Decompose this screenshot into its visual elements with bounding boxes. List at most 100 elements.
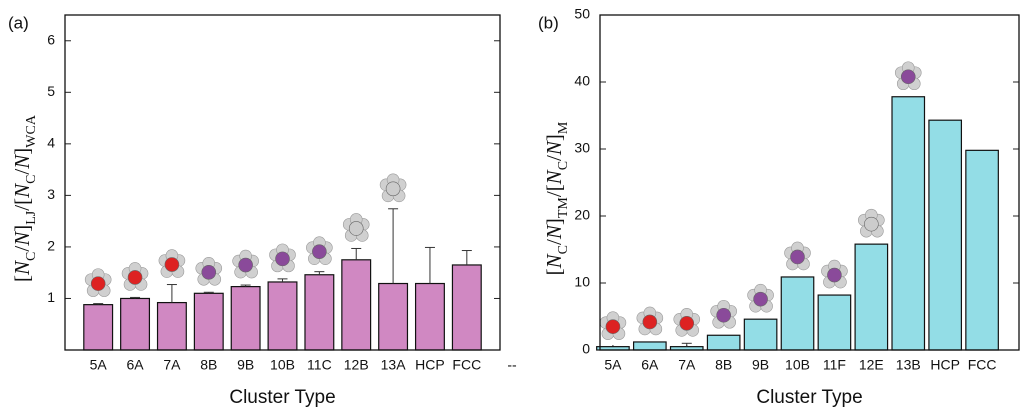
y-axis-label-part: WCA [24,114,39,148]
plot-frame [64,14,501,351]
x-tick-label: 12E [859,357,884,373]
y-tick-label: 20 [574,207,590,223]
y-axis-label-part: / [542,239,566,245]
y-axis-label-part: M [556,121,571,134]
y-axis-label-part: N [542,140,566,156]
x-tick-label: 6A [641,357,659,373]
bar [817,294,852,351]
x-tick-label: 5A [90,357,108,373]
y-tick-label: 1 [47,289,55,305]
x-tick-label: -- [507,357,517,373]
cluster-icon [90,276,106,291]
y-axis-label-part: N [542,224,566,240]
x-tick-label: 5A [604,357,622,373]
x-tick-label: 7A [678,357,696,373]
bar [780,276,815,351]
x-tick-label: 13A [381,357,407,373]
x-tick-label: 9B [752,357,769,373]
y-axis-label-part: C [24,252,39,261]
y-tick-label: 2 [47,238,55,254]
bar [230,286,261,351]
bar [156,301,187,351]
cluster-icon [864,216,879,232]
bar [928,119,963,351]
x-tick-label: HCP [930,357,960,373]
cluster-icon [642,314,658,330]
cluster-icon [312,244,327,259]
bar [891,96,926,351]
cluster-icon [716,307,731,323]
y-axis-label-part: N [10,183,34,199]
cluster-icon [164,257,180,272]
y-axis-label-part: / [10,246,34,252]
cluster-icon [679,315,695,331]
y-axis-label-part: ] [10,225,34,232]
y-axis-label-part: ] [542,134,566,141]
x-tick-label: 12B [344,357,369,373]
x-tick-label: FCC [452,357,481,373]
cluster-icon [790,249,805,265]
y-axis-label-part: [ [10,275,34,282]
bar [965,149,999,351]
y-tick-label: 40 [574,73,590,89]
y-axis-label-part: C [24,175,39,184]
x-tick-label: 7A [163,357,181,373]
cluster-icon [385,181,401,197]
cluster-icon [275,251,290,267]
y-tick-label: 10 [574,274,590,290]
y-axis-label-part: N [10,231,34,247]
bar [193,292,224,351]
x-tick-label: 10B [785,357,810,373]
y-axis-label-part: N [542,169,566,185]
y-axis-label-part: ] [542,218,566,225]
y-tick-label: 5 [47,83,55,99]
x-tick-label: 10B [270,357,295,373]
x-tick-label: FCC [968,357,997,373]
plot-frame [599,14,1020,351]
cluster-icon [827,267,842,283]
y-axis-label-part: TM [556,197,571,219]
x-tick-label: 13B [896,357,921,373]
cluster-icon [348,221,364,236]
y-axis-label-part: N [542,253,566,269]
bar [451,264,482,351]
bar [267,281,298,351]
panel-label: (b) [538,13,559,32]
bar [632,341,667,351]
bar [83,304,114,351]
y-tick-label: 30 [574,140,590,156]
x-tick-label: 9B [237,357,254,373]
cluster-icon [238,257,253,273]
bar [120,297,151,351]
x-axis-label: Cluster Type [229,387,335,408]
x-tick-label: 8B [715,357,732,373]
y-axis-label-part: / [542,155,566,161]
y-tick-label: 6 [47,31,55,47]
bar [378,282,409,351]
y-tick-label: 0 [582,341,590,357]
y-axis-label-part: / [10,169,34,175]
y-axis-label-part: ] [10,148,34,155]
bar [304,274,335,351]
x-tick-label: 11C [307,357,332,373]
bar [341,259,372,351]
y-axis-label-part: C [556,161,571,170]
y-axis-label-part: /[ [10,198,34,211]
cluster-icon [127,270,143,285]
y-tick-label: 3 [47,186,55,202]
bar [414,282,445,351]
cluster-icon [900,69,916,85]
x-axis-label: Cluster Type [756,387,862,408]
bar [706,334,741,351]
y-axis-label-part: N [10,154,34,170]
y-axis-label-part: [ [542,268,566,275]
x-tick-label: 11F [823,357,846,373]
y-axis-label: [NC/N]LJ/[NC/N]WCA [10,114,39,282]
cluster-icon [201,264,217,280]
y-axis-label-part: N [10,260,34,276]
x-tick-label: HCP [415,357,445,373]
bar [743,318,778,351]
panel-label: (a) [8,13,29,32]
